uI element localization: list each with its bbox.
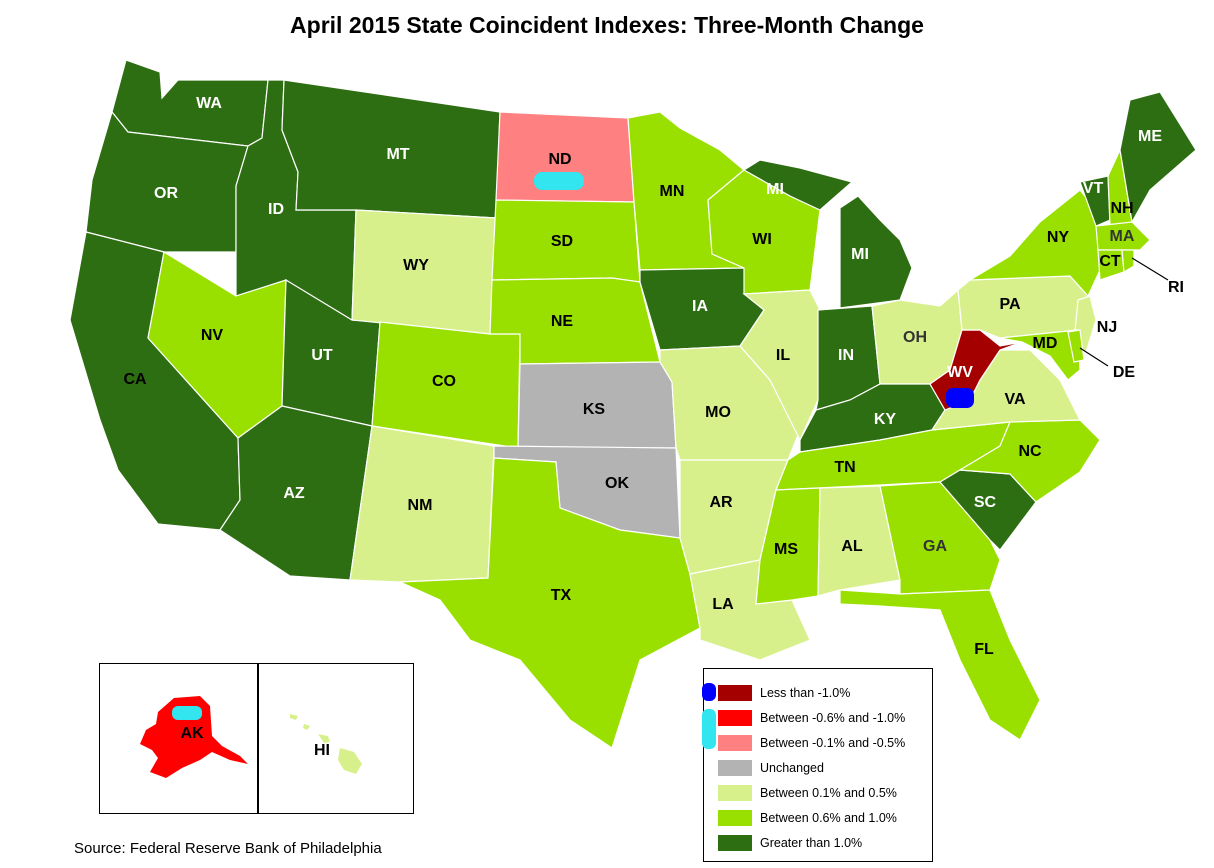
label-IA: IA [692,298,708,315]
legend-marker-blue [702,683,716,701]
label-NH: NH [1110,200,1133,217]
label-CT: CT [1099,253,1121,270]
legend-label: Between -0.1% and -0.5% [760,736,906,750]
wv-marker-blue [946,388,974,408]
label-KS: KS [583,401,606,418]
label-ME: ME [1138,128,1162,145]
legend-swatch [718,835,752,851]
legend-swatch [718,810,752,826]
state-RI[interactable] [1121,249,1135,274]
label-AZ: AZ [283,485,305,502]
label-KY: KY [874,411,897,428]
label-OK: OK [605,475,629,492]
label-WI: WI [752,231,772,248]
legend-item: Between -0.1% and -0.5% [718,733,905,753]
label-AK: AK [180,725,204,742]
label-ND: ND [548,151,571,168]
label-OH: OH [903,329,927,346]
legend-swatch [718,685,752,701]
label-IL: IL [776,347,790,364]
legend-marker-cyan [702,709,716,749]
ri-pointer [1131,257,1169,281]
label-NJ: NJ [1097,319,1117,336]
label-AL: AL [841,538,863,555]
legend-label: Less than -1.0% [760,686,851,700]
label-LA: LA [712,596,734,613]
legend-label: Between -0.6% and -1.0% [760,711,906,725]
state-HI[interactable] [290,714,362,774]
state-MI[interactable] [742,159,913,309]
label-NM: NM [408,497,433,514]
state-TX[interactable] [399,457,701,749]
label-MO: MO [705,404,731,421]
state-AK[interactable] [140,696,248,778]
state-PA[interactable] [957,275,1089,339]
label-NV: NV [201,327,224,344]
legend-label: Greater than 1.0% [760,836,863,850]
inset-frame: AK HI [99,663,414,814]
label-RI: RI [1168,279,1184,296]
state-AL[interactable] [817,485,901,597]
legend-item: Greater than 1.0% [718,833,862,853]
state-MA[interactable] [1095,221,1151,251]
label-CA: CA [123,371,147,388]
label-WY: WY [403,257,429,274]
label-NY: NY [1047,229,1070,246]
label-HI: HI [314,742,330,759]
label-MN: MN [660,183,685,200]
legend-swatch [718,710,752,726]
label-TN: TN [834,459,855,476]
label-CO: CO [432,373,456,390]
legend-swatch [718,760,752,776]
label-UT: UT [311,347,333,364]
label-AR: AR [709,494,733,511]
de-pointer [1079,347,1109,367]
label-VT: VT [1083,180,1104,197]
state-DE[interactable] [1067,329,1085,363]
label-MI-upper: MI [766,181,784,198]
label-NE: NE [551,313,574,330]
state-FL[interactable] [839,589,1041,741]
legend-item: Less than -1.0% [718,683,850,703]
label-VA: VA [1004,391,1025,408]
label-SC: SC [974,494,997,511]
legend-label: Unchanged [760,761,824,775]
source-note: Source: Federal Reserve Bank of Philadel… [74,840,382,857]
label-MA: MA [1110,228,1135,245]
label-MT: MT [386,146,409,163]
inset-divider [257,664,259,813]
label-MI-lower: MI [851,246,869,263]
legend-swatch [718,785,752,801]
state-AZ[interactable] [219,405,373,581]
nd-marker-cyan [534,172,584,190]
label-PA: PA [999,296,1020,313]
label-MS: MS [774,541,798,558]
label-OR: OR [154,185,178,202]
label-ID: ID [268,201,284,218]
label-TX: TX [551,587,572,604]
label-SD: SD [551,233,573,250]
map-legend: Less than -1.0% Between -0.6% and -1.0% Be… [702,668,933,862]
label-IN: IN [838,347,854,364]
map-title: April 2015 State Coincident Indexes: Thr… [290,12,924,38]
legend-label: Between 0.6% and 1.0% [760,811,897,825]
label-GA: GA [923,538,947,555]
legend-label: Between 0.1% and 0.5% [760,786,897,800]
label-MD: MD [1033,335,1058,352]
ak-marker-cyan [172,706,202,720]
label-NC: NC [1018,443,1042,460]
label-FL: FL [974,641,994,658]
legend-item: Unchanged [718,758,824,778]
legend-swatch [718,735,752,751]
label-WA: WA [196,95,222,112]
label-WV: WV [947,364,973,381]
label-DE: DE [1113,364,1136,381]
legend-item: Between 0.1% and 0.5% [718,783,897,803]
legend-item: Between -0.6% and -1.0% [718,708,905,728]
state-NC[interactable] [958,419,1101,503]
inset-map: AK HI [140,696,362,778]
legend-item: Between 0.6% and 1.0% [718,808,897,828]
